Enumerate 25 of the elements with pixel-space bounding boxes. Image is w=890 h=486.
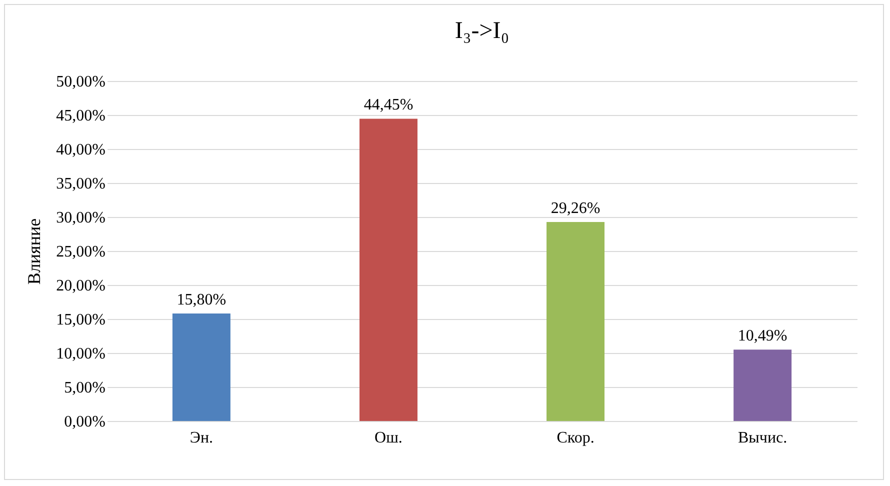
y-tick-label: 5,00% xyxy=(64,380,106,396)
data-label: 44,45% xyxy=(364,96,414,114)
x-tick-label: Эн. xyxy=(190,430,214,446)
y-axis-title: Влияние xyxy=(24,218,44,285)
bar xyxy=(546,222,605,421)
y-tick-label: 10,00% xyxy=(56,346,106,362)
y-tick-label: 15,00% xyxy=(56,312,106,328)
bar xyxy=(359,118,418,421)
chart-title: I₃->I₀ xyxy=(454,18,510,44)
y-tick-label: 45,00% xyxy=(56,108,106,124)
data-label: 15,80% xyxy=(176,292,226,309)
y-tick-label: 0,00% xyxy=(64,414,106,430)
bar xyxy=(172,314,230,421)
x-tick-label: Скор. xyxy=(556,430,594,446)
bar xyxy=(734,350,792,421)
y-tick-label: 25,00% xyxy=(56,244,106,260)
x-tick-label: Вычис. xyxy=(738,430,788,446)
x-tick-label: Ош. xyxy=(374,430,402,446)
y-tick-label: 30,00% xyxy=(56,210,106,226)
y-tick-label: 50,00% xyxy=(56,74,106,90)
data-label: 29,26% xyxy=(550,200,600,218)
y-tick-label: 40,00% xyxy=(56,142,106,158)
y-tick-label: 35,00% xyxy=(56,176,106,192)
data-label: 10,49% xyxy=(738,328,788,345)
y-tick-label: 20,00% xyxy=(56,278,106,294)
